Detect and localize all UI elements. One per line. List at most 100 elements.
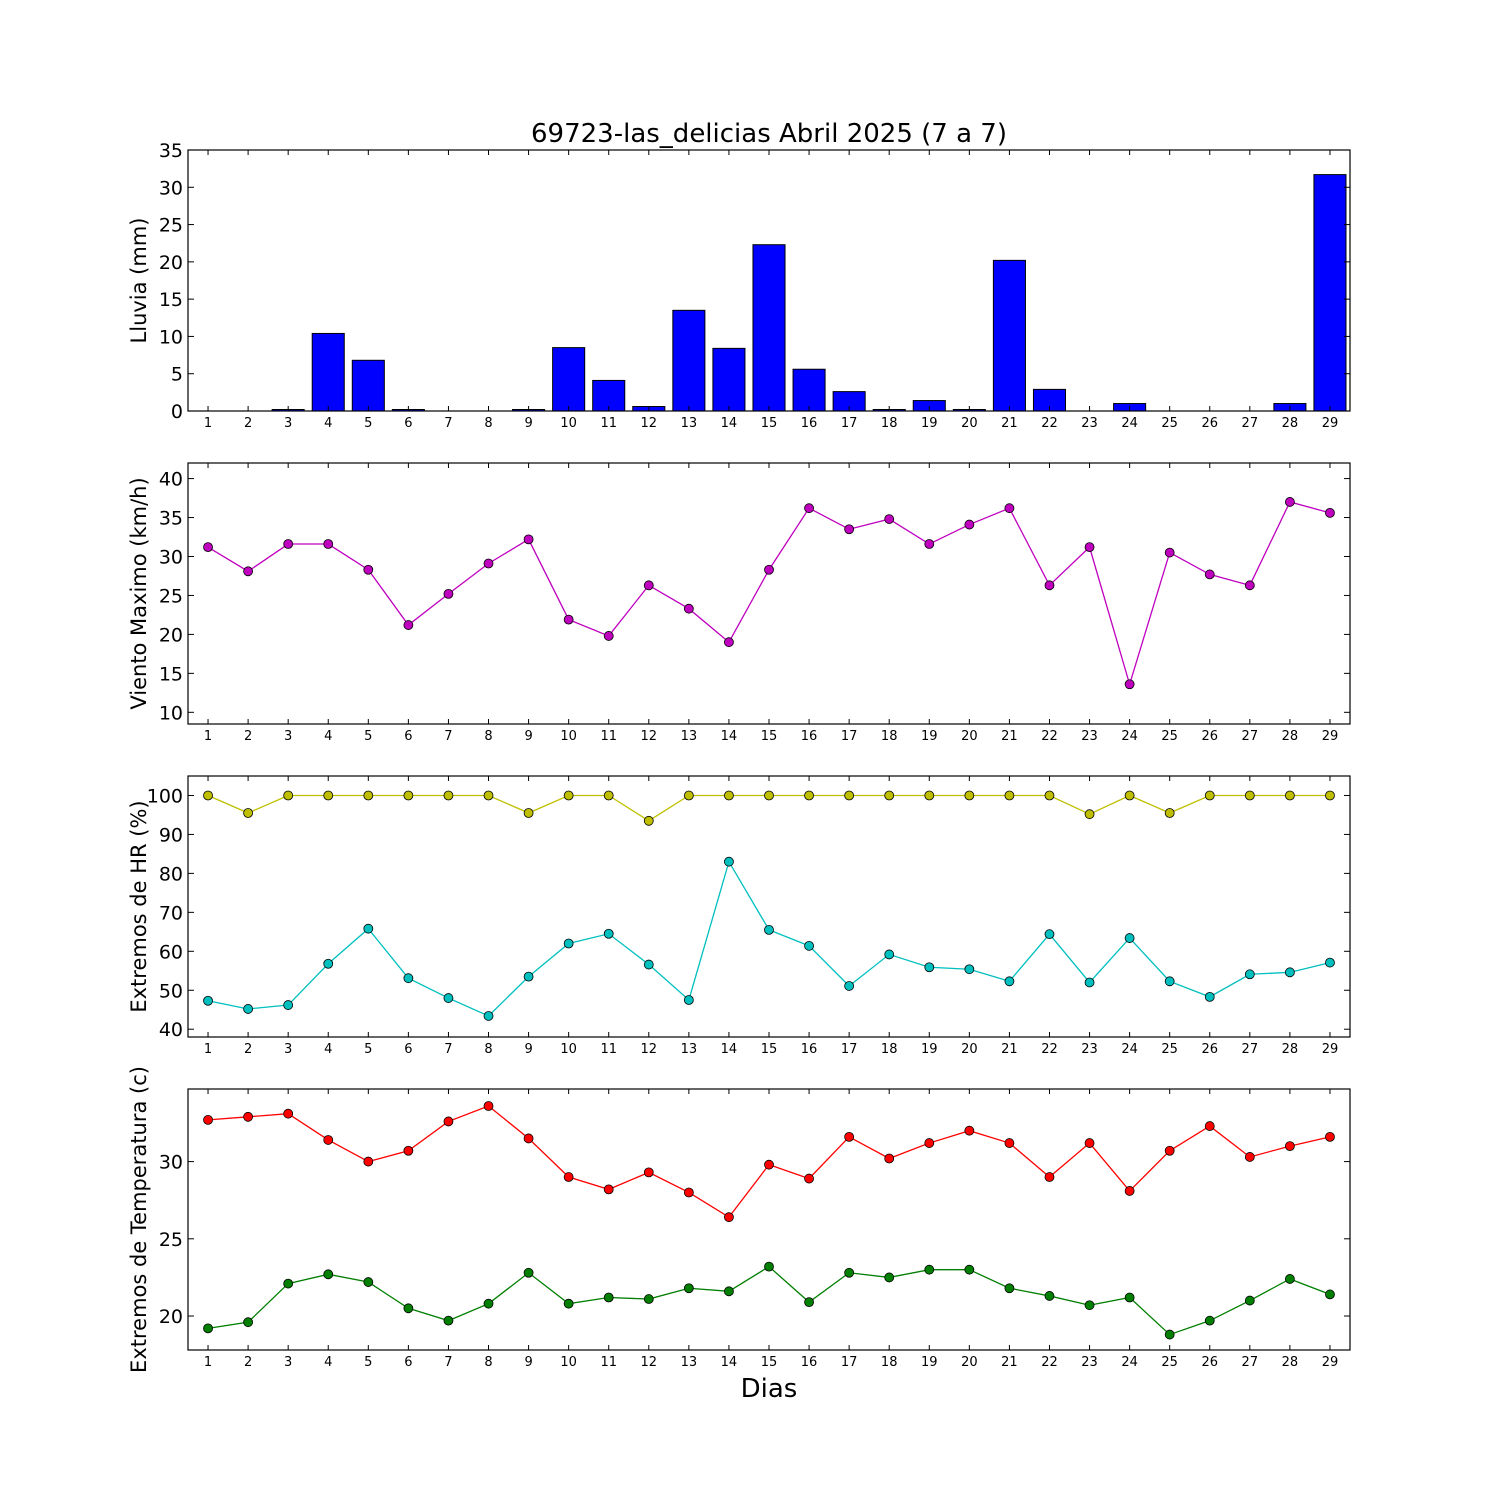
x-tick-label: 27	[1242, 416, 1259, 431]
series-1-point-day-26	[1204, 569, 1215, 580]
series-1-point-day-29	[1325, 790, 1335, 801]
x-tick-label: 13	[681, 1355, 698, 1370]
series-2-point-day-28	[1284, 967, 1295, 978]
x-tick-label: 16	[801, 416, 818, 431]
series-2-point-day-28	[1284, 1274, 1295, 1284]
x-tick-label: 26	[1201, 416, 1218, 431]
bar-day-11	[592, 379, 626, 412]
x-tick-label: 2	[244, 416, 252, 431]
x-tick-label: 4	[324, 1355, 332, 1370]
x-tick-label: 18	[881, 1355, 898, 1370]
y-tick-label: 30	[159, 546, 183, 568]
series-2-point-day-25	[1164, 1329, 1175, 1340]
series-1-point-day-24	[1124, 1186, 1135, 1196]
series-1-point-day-7	[443, 1116, 454, 1127]
x-tick-label: 1	[204, 416, 212, 431]
x-tick-label: 7	[444, 1355, 452, 1370]
series-2-point-day-16	[804, 940, 814, 951]
x-tick-label: 23	[1081, 1355, 1098, 1370]
bar-day-16	[792, 368, 826, 412]
series-2-point-day-23	[1084, 977, 1095, 988]
plot-frame	[187, 462, 1351, 725]
x-tick-label: 3	[284, 416, 292, 431]
x-tick-label: 25	[1161, 416, 1178, 431]
series-1-point-day-28	[1284, 497, 1295, 507]
series-2-point-day-17	[844, 981, 855, 991]
series-1-point-day-11	[603, 1184, 614, 1195]
series-1-line	[207, 501, 1331, 687]
y-tick-label: 50	[159, 980, 183, 1002]
x-tick-label: 15	[761, 1042, 778, 1057]
series-1-point-day-15	[764, 564, 774, 575]
y-tick-label: 35	[159, 140, 183, 162]
series-2-point-day-6	[403, 973, 414, 984]
series-2-point-day-26	[1204, 1315, 1215, 1326]
x-tick-label: 15	[761, 729, 778, 744]
series-2-point-day-2	[243, 1004, 254, 1014]
bar-day-15	[752, 244, 786, 412]
series-1-point-day-24	[1124, 790, 1135, 801]
series-1-point-day-2	[243, 808, 254, 818]
series-2-point-day-23	[1084, 1300, 1095, 1311]
series-1-point-day-8	[483, 790, 494, 801]
series-2-point-day-8	[483, 1298, 494, 1309]
x-tick-label: 25	[1161, 729, 1178, 744]
series-1-point-day-27	[1244, 1152, 1255, 1162]
series-1-point-day-10	[563, 790, 574, 801]
series-2-point-day-6	[403, 1303, 414, 1314]
series-2-point-day-3	[283, 1000, 294, 1010]
series-1-point-day-7	[443, 588, 454, 599]
y-tick-label: 5	[171, 364, 183, 386]
series-1-point-day-5	[363, 564, 374, 575]
series-2-point-day-19	[924, 1264, 935, 1275]
series-2-point-day-2	[243, 1317, 254, 1328]
x-tick-label: 7	[444, 1042, 452, 1057]
x-tick-label: 24	[1121, 729, 1138, 744]
x-tick-label: 26	[1201, 1042, 1218, 1057]
series-1-point-day-25	[1164, 547, 1175, 558]
x-tick-label: 28	[1282, 1355, 1299, 1370]
x-tick-label: 16	[801, 1355, 818, 1370]
y-axis-label: Viento Maximo (km/h)	[127, 477, 151, 709]
series-1-point-day-24	[1124, 679, 1135, 690]
series-2-point-day-18	[884, 1272, 895, 1283]
series-1-point-day-14	[724, 1212, 734, 1223]
x-tick-label: 16	[801, 1042, 818, 1057]
series-2-point-day-12	[643, 959, 654, 970]
series-2-point-day-4	[323, 958, 334, 969]
x-tick-label: 29	[1322, 729, 1339, 744]
y-tick-label: 40	[159, 469, 183, 491]
series-1-point-day-3	[283, 1108, 294, 1119]
x-tick-label: 21	[1001, 416, 1018, 431]
series-1-point-day-2	[243, 1111, 254, 1122]
series-1-point-day-23	[1084, 809, 1095, 820]
x-tick-label: 16	[801, 729, 818, 744]
series-1-point-day-4	[323, 539, 334, 549]
series-1-point-day-28	[1284, 790, 1295, 801]
series-1-point-day-27	[1244, 790, 1255, 801]
x-tick-label: 14	[721, 729, 738, 744]
series-1-point-day-14	[724, 637, 734, 648]
x-tick-label: 1	[204, 729, 212, 744]
series-2-point-day-17	[844, 1267, 855, 1278]
series-2-point-day-24	[1124, 1292, 1135, 1303]
y-axis-label: Lluvia (mm)	[127, 218, 151, 344]
series-2-point-day-27	[1244, 969, 1255, 980]
y-tick-label: 20	[159, 1306, 183, 1328]
series-1-point-day-18	[884, 514, 895, 524]
x-tick-label: 11	[600, 1042, 617, 1057]
series-1-point-day-23	[1084, 542, 1095, 553]
series-2-point-day-1	[203, 995, 213, 1006]
x-tick-label: 18	[881, 416, 898, 431]
x-tick-label: 7	[444, 416, 452, 431]
x-tick-label: 6	[404, 416, 412, 431]
y-tick-label: 15	[159, 289, 183, 311]
y-tick-label: 80	[159, 863, 183, 885]
series-1-point-day-10	[563, 1172, 574, 1182]
series-1-point-day-1	[203, 790, 213, 801]
x-tick-label: 28	[1282, 729, 1299, 744]
